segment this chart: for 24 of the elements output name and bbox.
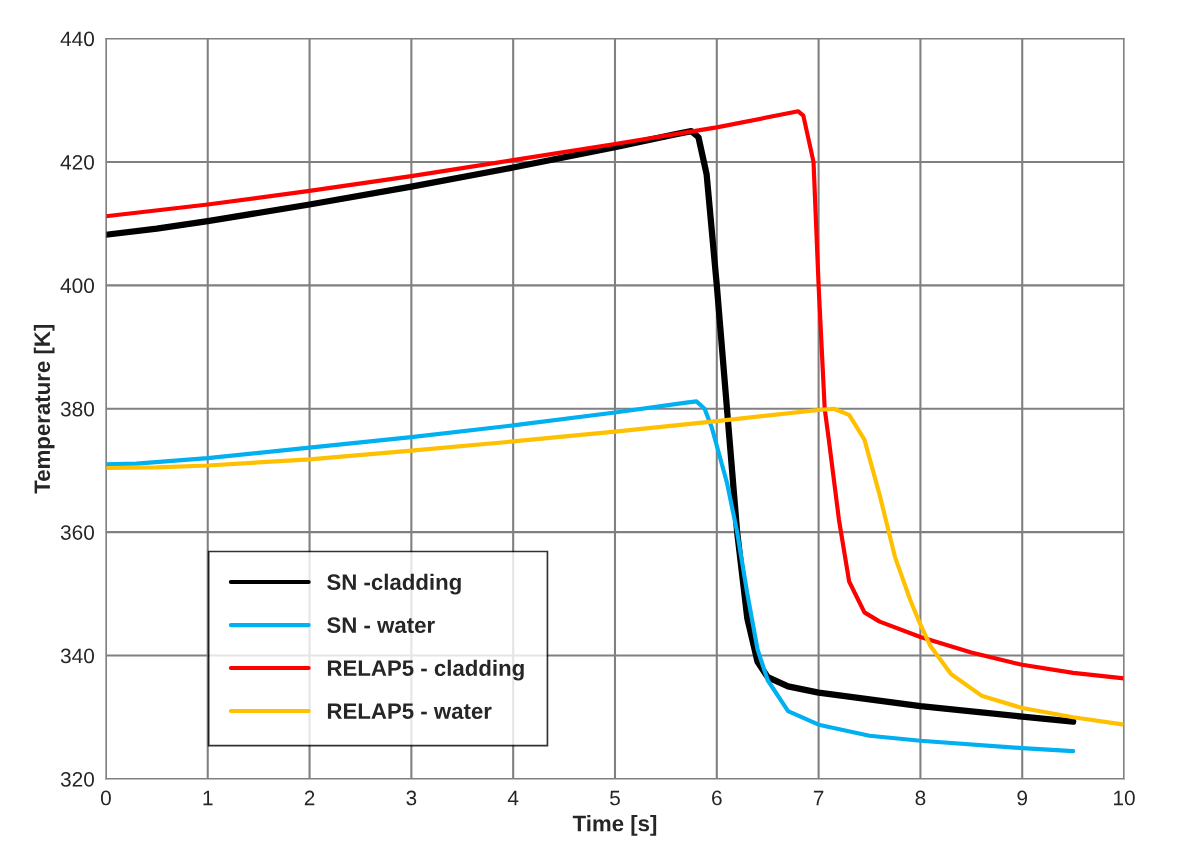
x-axis-title: Time [s]	[572, 815, 657, 836]
y-tick-label: 340	[60, 648, 95, 664]
x-tick-label: 10	[1114, 790, 1135, 806]
x-tick-label: 3	[406, 790, 417, 806]
legend-label: RELAP5 - cladding	[327, 659, 524, 681]
x-tick-label: 2	[304, 790, 315, 806]
y-tick-label: 380	[60, 401, 95, 417]
x-tick-label: 8	[915, 790, 926, 806]
y-axis-title: Temperature [K]	[33, 324, 55, 494]
y-tick-label: 400	[60, 278, 95, 294]
legend-label: SN - water	[327, 617, 435, 634]
x-tick-label: 5	[610, 790, 620, 806]
legend-label: SN -cladding	[327, 573, 461, 595]
x-tick-label: 6	[712, 790, 722, 806]
x-tick-label: 4	[507, 790, 519, 806]
x-tick-label: 7	[813, 790, 824, 806]
x-tick-label: 0	[100, 790, 111, 806]
x-tick-label: 9	[1017, 790, 1028, 806]
y-tick-label: 360	[60, 525, 95, 540]
y-tick-label: 440	[60, 31, 95, 47]
y-tick-label: 320	[60, 771, 95, 787]
x-tick-label: 1	[203, 790, 213, 806]
legend-label: RELAP5 - water	[327, 703, 492, 720]
y-tick-label: 420	[60, 154, 95, 170]
